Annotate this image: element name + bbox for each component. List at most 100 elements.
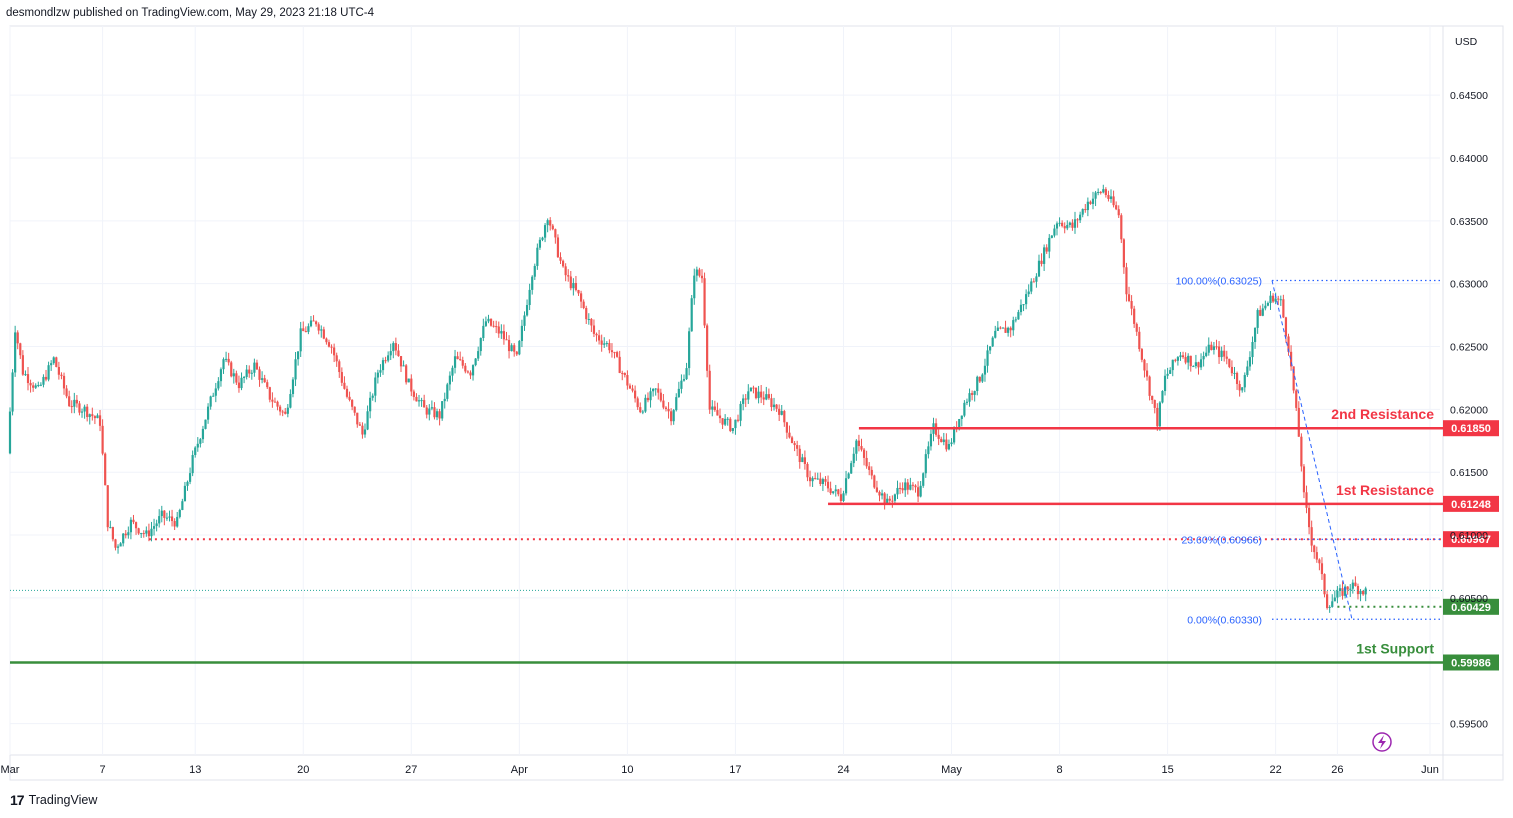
candle-body [1302, 466, 1306, 493]
x-tick-label: Mar [1, 764, 20, 776]
candle-body [387, 355, 390, 361]
fibonacci-levels: 100.00%(0.63025) 23.60%(0.60966) 0.00%(0.6… [1176, 276, 1440, 626]
candle-body [752, 387, 755, 389]
candle-body [1135, 323, 1138, 332]
candle-body [343, 382, 346, 389]
candle-body [1310, 527, 1313, 546]
candle-body [389, 351, 392, 356]
candle-body [369, 397, 372, 412]
candle-body [839, 494, 843, 501]
candle-body [1305, 492, 1308, 508]
candles [8, 184, 1367, 613]
candle-body [497, 326, 500, 334]
candle-body [680, 380, 683, 389]
x-tick-label: Jun [1421, 764, 1439, 776]
candle-body [960, 415, 963, 419]
candle-body [641, 411, 644, 413]
lightning-icon[interactable] [1372, 732, 1392, 752]
candle-body [155, 523, 158, 527]
candle-body [1050, 235, 1053, 238]
candle-body [834, 489, 837, 492]
candle-body [471, 365, 475, 376]
candle-body [91, 414, 94, 417]
candle-body [754, 387, 758, 399]
candle-body [459, 359, 462, 361]
candle-body [901, 488, 904, 491]
candle-body [68, 396, 71, 407]
candle-body [670, 411, 673, 422]
candle-body [34, 385, 37, 388]
candle-body [181, 501, 184, 510]
candle-body [983, 365, 987, 375]
candle-body [1063, 226, 1066, 229]
candle-body [1248, 357, 1252, 367]
candle-body [855, 440, 858, 454]
candle-body [639, 407, 642, 413]
candle-body [1048, 237, 1051, 252]
candle-body [618, 356, 621, 373]
candle-body [947, 444, 951, 450]
candle-body [1079, 214, 1082, 221]
candle-body [281, 411, 284, 413]
candle-body [371, 395, 374, 398]
candle-body [857, 440, 861, 447]
y-tick-label: 0.60500 [1450, 593, 1488, 605]
x-tick-label: 8 [1057, 764, 1063, 776]
candle-body [263, 378, 266, 383]
candle-body [376, 372, 379, 378]
candle-body [132, 519, 135, 523]
candle-body [742, 398, 745, 404]
candle-body [21, 355, 24, 375]
candle-body [798, 448, 801, 463]
candle-body [592, 325, 596, 334]
candle-body [958, 418, 961, 429]
candle-body [219, 369, 223, 382]
candle-body [1261, 308, 1264, 316]
candle-body [340, 372, 343, 383]
candle-body [747, 391, 750, 400]
candle-body [880, 493, 884, 496]
candle-body [57, 366, 60, 375]
tradingview-brand[interactable]: 17 TradingView [10, 792, 97, 808]
candle-body [628, 385, 632, 389]
candle-body [178, 509, 181, 517]
candle-body [806, 463, 809, 478]
candle-body [44, 376, 48, 380]
candle-body [883, 493, 886, 504]
candle-body [1086, 201, 1089, 211]
candle-body [731, 428, 734, 431]
candle-body [965, 401, 969, 403]
candle-body [129, 519, 133, 533]
candle-body [1344, 586, 1347, 596]
candle-body [1055, 223, 1059, 229]
candle-body [484, 321, 488, 326]
candle-body [78, 403, 81, 413]
candle-body [1174, 359, 1177, 361]
candle-body [546, 220, 549, 226]
candle-body [906, 482, 909, 490]
x-tick-label: 7 [100, 764, 106, 776]
candle-body [479, 338, 482, 352]
candle-body [137, 528, 140, 534]
candle-body [258, 369, 261, 380]
candle-body [1274, 298, 1277, 302]
candle-body [1320, 563, 1324, 575]
candle-body [513, 345, 516, 352]
fib-level-label: 100.00%(0.63025) [1176, 276, 1262, 288]
candle-body [464, 365, 467, 372]
candle-body [824, 479, 827, 482]
candle-body [657, 388, 660, 393]
candle-body [1264, 305, 1267, 309]
candle-body [353, 406, 356, 413]
candle-body [50, 363, 53, 366]
candle-body [590, 319, 593, 326]
candle-body [461, 360, 464, 366]
candle-body [564, 266, 567, 276]
candle-body [904, 482, 907, 491]
candle-body [734, 419, 737, 429]
candle-body [176, 516, 179, 527]
candle-body [816, 478, 819, 480]
candle-body [487, 318, 490, 322]
candle-body [677, 388, 680, 398]
